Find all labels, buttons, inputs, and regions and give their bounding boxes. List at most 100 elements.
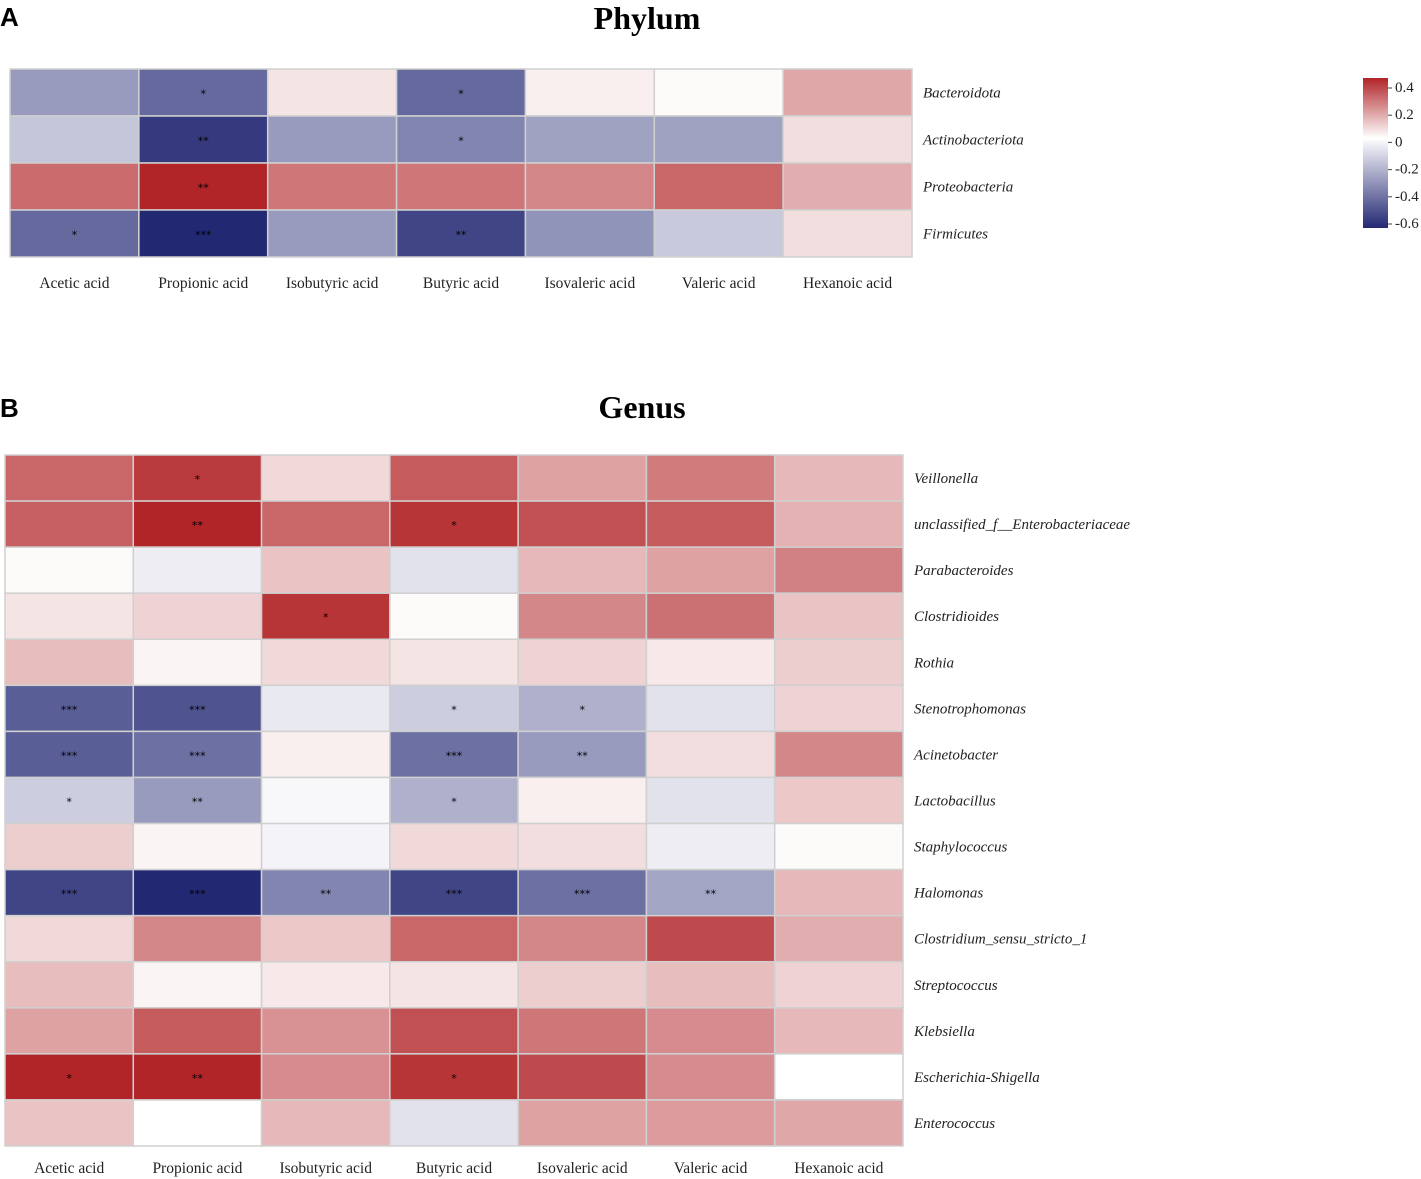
heatmap-cell <box>266 115 398 164</box>
column-label: Valeric acid <box>674 1160 748 1177</box>
heatmap-cell <box>517 546 648 594</box>
heatmap-cell <box>260 638 391 687</box>
heatmap-cell <box>132 546 263 594</box>
row-label: Klebsiella <box>913 1024 975 1040</box>
heatmap-cell <box>4 914 135 963</box>
heatmap-cell <box>389 822 519 871</box>
heatmap-cell <box>517 592 648 641</box>
heatmap-cell <box>132 730 263 779</box>
significance-mark: * <box>66 1072 72 1085</box>
row-label: Lactobacillus <box>913 794 996 810</box>
heatmap-cell <box>645 592 776 641</box>
heatmap-cell <box>517 776 648 825</box>
heatmap-cell <box>773 500 904 548</box>
heatmap-cell <box>773 592 904 641</box>
significance-mark: ** <box>192 519 204 532</box>
row-label: Veillonella <box>914 471 978 487</box>
significance-mark: *** <box>189 888 206 901</box>
heatmap-cell <box>653 68 784 117</box>
heatmap-cell <box>524 162 656 211</box>
heatmap-cell <box>132 822 263 871</box>
heatmap-cell <box>132 500 263 548</box>
heatmap-cell <box>260 822 391 871</box>
row-label: Parabacteroides <box>913 563 1014 579</box>
row-label: Rothia <box>913 655 954 671</box>
heatmap-cell <box>9 68 140 117</box>
heatmap-cell <box>653 209 784 258</box>
heatmap-cell <box>773 1007 904 1055</box>
column-label: Isobutyric acid <box>286 275 379 292</box>
heatmap-cell <box>645 454 776 502</box>
column-label: Butyric acid <box>423 275 499 292</box>
significance-mark: * <box>451 519 457 532</box>
heatmap-cell <box>653 162 784 211</box>
panel-b-title: Genus <box>598 389 685 425</box>
column-label: Valeric acid <box>682 275 756 292</box>
heatmap-cell <box>138 209 269 258</box>
heatmap-cell <box>517 914 648 963</box>
row-label: Proteobacteria <box>922 180 1013 196</box>
heatmap-cell <box>266 68 398 117</box>
heatmap-cell <box>389 500 519 548</box>
heatmap-cell <box>389 914 519 963</box>
heatmap-cell <box>389 1053 519 1101</box>
heatmap-cell <box>138 115 269 164</box>
significance-mark: * <box>451 796 457 809</box>
heatmap-cell <box>260 684 391 733</box>
heatmap-cell <box>4 730 135 779</box>
significance-mark: ** <box>456 229 468 242</box>
row-label: unclassified_f__Enterobacteriaceae <box>914 517 1130 533</box>
heatmap-cell <box>645 914 776 963</box>
heatmap-cell <box>138 68 269 117</box>
heatmap-cell <box>395 162 527 211</box>
heatmap-cell <box>260 776 391 825</box>
significance-mark: * <box>458 88 464 101</box>
significance-mark: *** <box>189 703 206 716</box>
heatmap-cell <box>132 684 263 733</box>
heatmap-cell <box>389 1007 519 1055</box>
row-label: Actinobacteriota <box>922 133 1024 149</box>
row-label: Enterococcus <box>913 1116 995 1132</box>
significance-mark: ** <box>705 888 717 901</box>
heatmap-cell <box>132 638 263 687</box>
heatmap-cell <box>782 68 913 117</box>
heatmap-cell <box>773 776 904 825</box>
significance-mark: * <box>451 1072 457 1085</box>
heatmap-cell <box>517 454 648 502</box>
column-label: Hexanoic acid <box>794 1160 883 1177</box>
heatmap-cell <box>260 1099 391 1147</box>
heatmap-cell <box>773 454 904 502</box>
legend-tick-label: -0.4 <box>1395 189 1419 205</box>
heatmap-cell <box>645 1099 776 1147</box>
heatmap-cell <box>773 730 904 779</box>
legend-tick-label: -0.2 <box>1395 162 1419 178</box>
heatmap-cell <box>260 1007 391 1055</box>
column-label: Isovaleric acid <box>537 1160 628 1177</box>
heatmap-cell <box>132 1007 263 1055</box>
heatmap-cell <box>645 822 776 871</box>
heatmap-cell <box>524 209 656 258</box>
heatmap-cell <box>645 960 776 1009</box>
heatmap-cell <box>4 776 135 825</box>
legend-tick-label: 0 <box>1395 134 1403 150</box>
column-label: Isovaleric acid <box>544 275 635 292</box>
row-label: Firmicutes <box>922 227 988 243</box>
significance-mark: * <box>66 796 72 809</box>
heatmap-cell <box>260 454 391 502</box>
legend-tick-label: 0.2 <box>1395 107 1414 123</box>
heatmap-cell <box>773 684 904 733</box>
heatmap-cell <box>782 162 913 211</box>
heatmap-cell <box>266 209 398 258</box>
significance-mark: * <box>458 135 464 148</box>
column-label: Hexanoic acid <box>803 275 892 292</box>
heatmap-cell <box>517 1007 648 1055</box>
heatmap-cell <box>645 776 776 825</box>
row-label: Halomonas <box>913 886 983 902</box>
heatmap-cell <box>773 546 904 594</box>
legend-colorbar <box>1363 78 1388 228</box>
heatmap-cell <box>645 1053 776 1101</box>
color-legend: 0.4 0.2 0 -0.2 -0.4 -0.6 <box>1363 78 1419 232</box>
heatmap-cell <box>524 115 656 164</box>
heatmap-cell <box>4 638 135 687</box>
heatmap-cell <box>4 684 135 733</box>
